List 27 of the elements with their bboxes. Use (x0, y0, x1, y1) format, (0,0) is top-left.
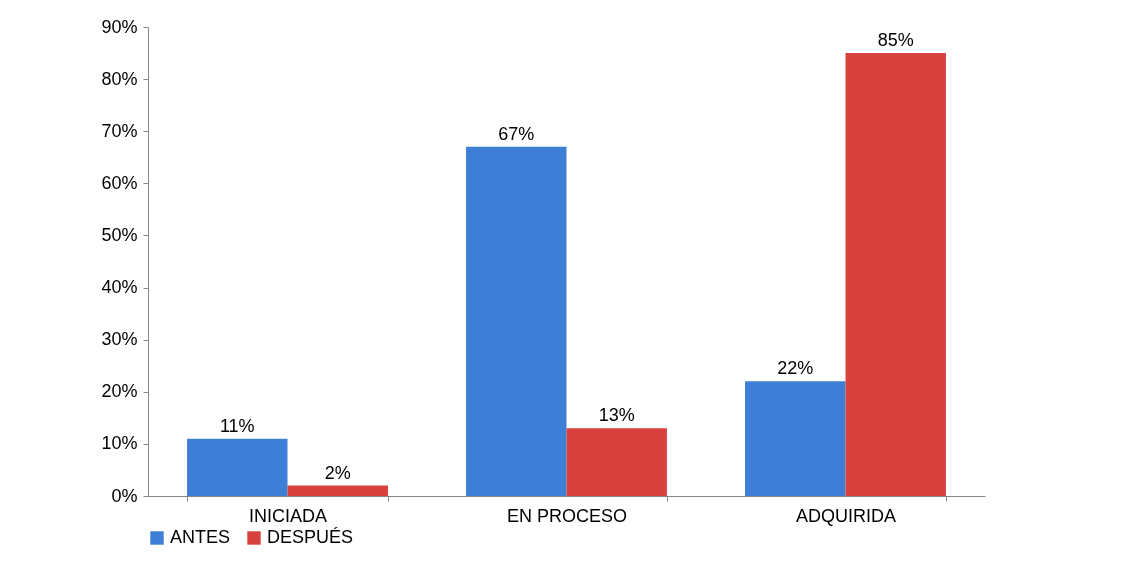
x-tick-label: EN PROCESO (506, 505, 628, 526)
data-label: 22% (777, 358, 814, 379)
y-tick-label: 10% (101, 433, 138, 454)
y-tick-label: 60% (101, 172, 138, 193)
bar (466, 146, 567, 496)
legend-label: ANTES (170, 527, 231, 547)
y-tick-label: 0% (111, 485, 138, 506)
y-tick-label: 30% (101, 329, 138, 350)
bar (287, 485, 388, 496)
y-tick-label: 20% (101, 381, 138, 402)
y-tick-label: 40% (101, 277, 138, 298)
data-label: 67% (498, 123, 535, 144)
data-label: 2% (324, 462, 351, 483)
data-label: 13% (598, 405, 635, 426)
data-label: 11% (219, 415, 255, 436)
y-tick-label: 70% (101, 120, 138, 141)
legend-label: DESPUÉS (267, 527, 354, 547)
y-tick-label: 50% (101, 224, 138, 245)
bar (745, 381, 846, 496)
x-tick-label: ADQUIRIDA (795, 505, 897, 526)
y-tick-label: 80% (101, 68, 138, 89)
bar (187, 438, 288, 496)
bar (845, 53, 946, 496)
y-tick-label: 90% (101, 16, 138, 37)
bar (566, 428, 667, 496)
data-label: 85% (877, 30, 914, 51)
x-tick-label: INICIADA (248, 505, 328, 526)
